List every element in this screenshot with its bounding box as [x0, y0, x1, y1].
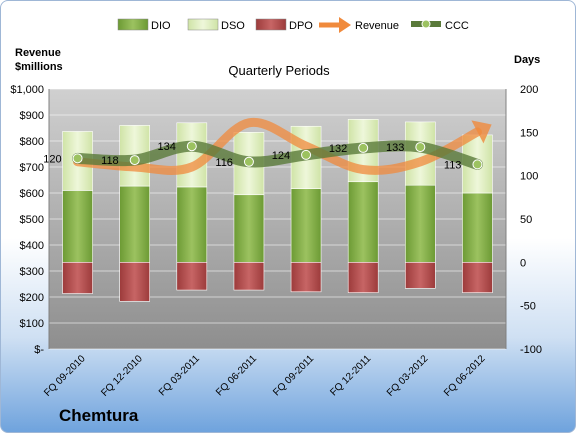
right-axis-title: Days: [514, 54, 540, 66]
legend-label-dso: DSO: [221, 20, 245, 32]
ccc-point: [186, 141, 197, 152]
right-tick-label: 200: [520, 84, 538, 96]
right-tick-label: 100: [520, 171, 538, 183]
bar-dio: [462, 192, 493, 263]
revenue-line: [73, 117, 482, 175]
ccc-data-label: 113: [444, 159, 462, 171]
company-name: Chemtura: [59, 406, 139, 425]
bar-dio: [119, 185, 150, 263]
ccc-data-label: 134: [157, 141, 175, 153]
ccc-point: [358, 142, 369, 153]
legend-swatch-dpo: [255, 18, 287, 31]
right-tick-label: -100: [520, 344, 542, 356]
bar-dio: [62, 190, 93, 263]
axis-titles: Revenue $millions Days Quarterly Periods: [15, 47, 540, 78]
ccc-data-label: 120: [43, 153, 61, 165]
bar-dpo: [233, 262, 265, 291]
bar-dpo: [119, 262, 150, 302]
legend-label-revenue: Revenue: [355, 20, 399, 32]
x-tick-label: FQ 06-2011: [214, 353, 259, 398]
left-tick-label: $400: [20, 240, 44, 252]
bar-dio: [176, 186, 208, 263]
bar-dpo: [176, 262, 208, 291]
x-tick-label: FQ 12-2010: [99, 353, 145, 399]
line-series: 120 118 134 116 124 132 133 113: [43, 117, 492, 175]
bar-dio: [290, 188, 322, 263]
ccc-point: [472, 159, 483, 170]
legend-label-dio: DIO: [151, 20, 171, 32]
right-tick-label: 150: [520, 127, 538, 139]
left-tick-label: $300: [20, 266, 44, 278]
ccc-data-label: 118: [101, 155, 119, 167]
x-tick-label: FQ 09-2011: [271, 353, 316, 398]
x-tick-label: FQ 09-2010: [42, 353, 88, 399]
ccc-point: [243, 156, 254, 167]
legend-swatch-ccc-dot: [421, 19, 431, 29]
bar-dpo: [347, 262, 379, 293]
left-tick-label: $700: [20, 162, 44, 174]
left-tick-label: $100: [20, 318, 44, 330]
bar-dpo: [462, 262, 493, 293]
x-tick-label: FQ 06-2012: [442, 353, 488, 399]
legend-swatch-dio: [117, 18, 149, 31]
left-axis-title-line2: $millions: [15, 61, 63, 73]
bar-dso: [176, 122, 208, 188]
bar-dio: [347, 181, 379, 263]
chart-legend: DIO DSO DPO Revenue CCC: [117, 17, 469, 33]
right-tick-label: -50: [520, 301, 536, 313]
bar-dio: [405, 184, 436, 263]
left-tick-label: $200: [20, 292, 44, 304]
left-tick-label: $900: [20, 110, 44, 122]
left-tick-label: $600: [20, 188, 44, 200]
left-tick-label: $-: [34, 344, 44, 356]
ccc-point: [72, 153, 83, 164]
legend-label-ccc: CCC: [445, 20, 469, 32]
bar-dpo: [62, 262, 93, 294]
legend-swatch-dso: [187, 18, 219, 31]
left-tick-label: $1,000: [10, 84, 44, 96]
right-tick-label: 0: [520, 257, 526, 269]
bar-dio: [233, 194, 265, 263]
bar-dpo: [405, 262, 436, 289]
x-tick-label: FQ 03-2012: [385, 353, 431, 399]
legend-swatch-revenue-head: [339, 17, 351, 33]
ccc-point: [301, 149, 312, 160]
revenue-arrowhead: [471, 120, 492, 144]
x-tick-label: FQ 12-2011: [328, 353, 373, 398]
left-tick-label: $500: [20, 214, 44, 226]
ccc-point: [129, 155, 140, 166]
ccc-data-label: 132: [329, 143, 347, 155]
bar-dpo: [290, 262, 322, 293]
ccc-data-label: 133: [386, 142, 404, 154]
chart-title: Quarterly Periods: [228, 63, 330, 78]
ccc-data-label: 124: [272, 150, 290, 162]
ccc-point: [415, 142, 426, 153]
left-axis-title-line1: Revenue: [15, 47, 61, 59]
ccc-data-label: 116: [215, 157, 233, 169]
right-tick-label: 50: [520, 214, 532, 226]
legend-label-dpo: DPO: [289, 20, 313, 32]
x-tick-label: FQ 03-2011: [157, 353, 202, 398]
left-tick-label: $800: [20, 136, 44, 148]
